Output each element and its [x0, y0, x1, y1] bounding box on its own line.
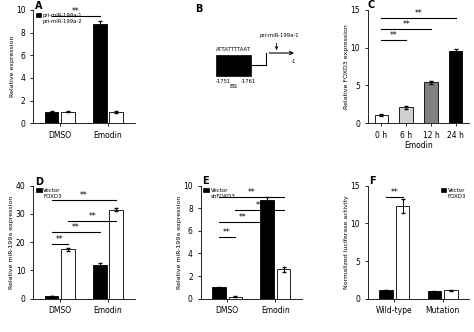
Bar — [228, 296, 242, 299]
Text: -1761: -1761 — [241, 79, 256, 84]
Text: **: ** — [247, 188, 255, 197]
Text: B: B — [195, 4, 203, 14]
Text: **: ** — [239, 213, 247, 222]
Y-axis label: Relative miR-199a expression: Relative miR-199a expression — [9, 196, 14, 289]
Legend: Vector, FOXD3: Vector, FOXD3 — [441, 188, 466, 200]
Text: F: F — [369, 176, 376, 186]
Y-axis label: Relative expression: Relative expression — [9, 36, 15, 97]
Text: **: ** — [223, 227, 231, 236]
Legend: pri-miR-199a-1, pri-miR-199a-2: pri-miR-199a-1, pri-miR-199a-2 — [36, 13, 82, 24]
Bar — [93, 24, 107, 123]
Bar — [212, 288, 226, 299]
Bar — [45, 296, 58, 299]
Bar — [61, 112, 75, 123]
Bar — [216, 55, 251, 76]
Bar — [260, 200, 274, 299]
Text: E: E — [202, 177, 209, 187]
Bar — [61, 249, 75, 299]
Text: C: C — [368, 0, 375, 10]
Bar — [400, 107, 413, 123]
Bar — [45, 112, 58, 123]
Bar — [93, 265, 107, 299]
Text: BS: BS — [229, 84, 237, 89]
Text: pri-miR-199a-1: pri-miR-199a-1 — [260, 33, 300, 38]
Bar — [379, 290, 393, 299]
Y-axis label: Relative FOXD3 expression: Relative FOXD3 expression — [344, 24, 349, 109]
Y-axis label: Normalized luciferase activity: Normalized luciferase activity — [344, 195, 349, 289]
X-axis label: Emodin: Emodin — [404, 141, 433, 150]
Text: **: ** — [88, 212, 96, 221]
Bar — [374, 115, 388, 123]
Text: **: ** — [391, 188, 398, 197]
Bar — [444, 290, 458, 299]
Text: **: ** — [80, 191, 88, 200]
Text: **: ** — [72, 7, 80, 16]
Text: ATTATTTTAAT: ATTATTTTAAT — [216, 47, 250, 52]
Y-axis label: Relative miR-199a expression: Relative miR-199a expression — [177, 196, 182, 289]
Bar — [449, 51, 463, 123]
Bar — [109, 112, 123, 123]
Bar — [109, 209, 123, 299]
Text: **: ** — [72, 223, 80, 232]
Text: -1: -1 — [291, 59, 297, 64]
Text: -1751: -1751 — [216, 79, 231, 84]
Bar — [396, 206, 410, 299]
Bar — [428, 291, 441, 299]
Text: **: ** — [415, 9, 422, 18]
Legend: Vector, FOXD3: Vector, FOXD3 — [36, 188, 62, 200]
Text: **: ** — [56, 235, 64, 244]
Legend: Vector, shFOXD3: Vector, shFOXD3 — [203, 188, 236, 200]
Text: **: ** — [402, 20, 410, 29]
Text: **: ** — [390, 31, 398, 40]
Text: **: ** — [255, 202, 263, 210]
Text: A: A — [35, 1, 42, 11]
Bar — [277, 269, 291, 299]
Bar — [424, 82, 438, 123]
Text: D: D — [35, 177, 43, 187]
